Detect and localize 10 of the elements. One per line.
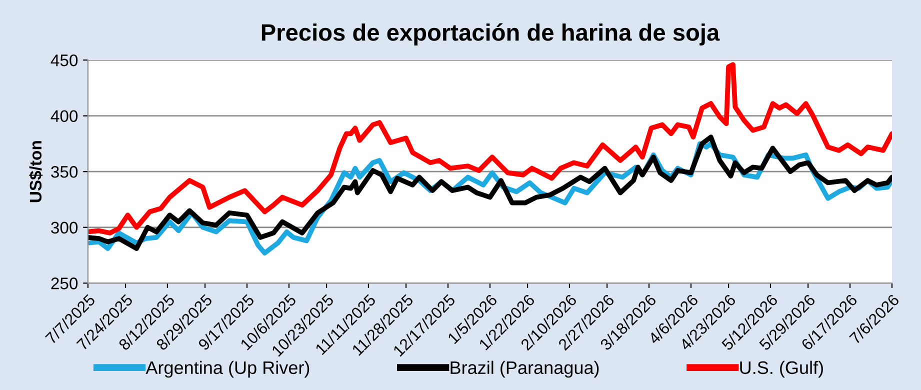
chart-title: Precios de exportación de harina de soja	[262, 23, 720, 46]
legend-label: Brazil (Paranagua)	[450, 360, 599, 378]
y-tick-label: 400	[50, 110, 78, 122]
y-tick-label: 300	[51, 222, 78, 234]
y-tick-label: 250	[51, 278, 78, 290]
legend-label: Argentina (Up River)	[146, 360, 310, 378]
y-tick-label: 450	[50, 54, 78, 66]
legend-label: U.S. (Gulf)	[740, 360, 823, 378]
y-axis-title: US$/ton	[29, 141, 43, 202]
y-tick-label: 350	[51, 166, 78, 178]
